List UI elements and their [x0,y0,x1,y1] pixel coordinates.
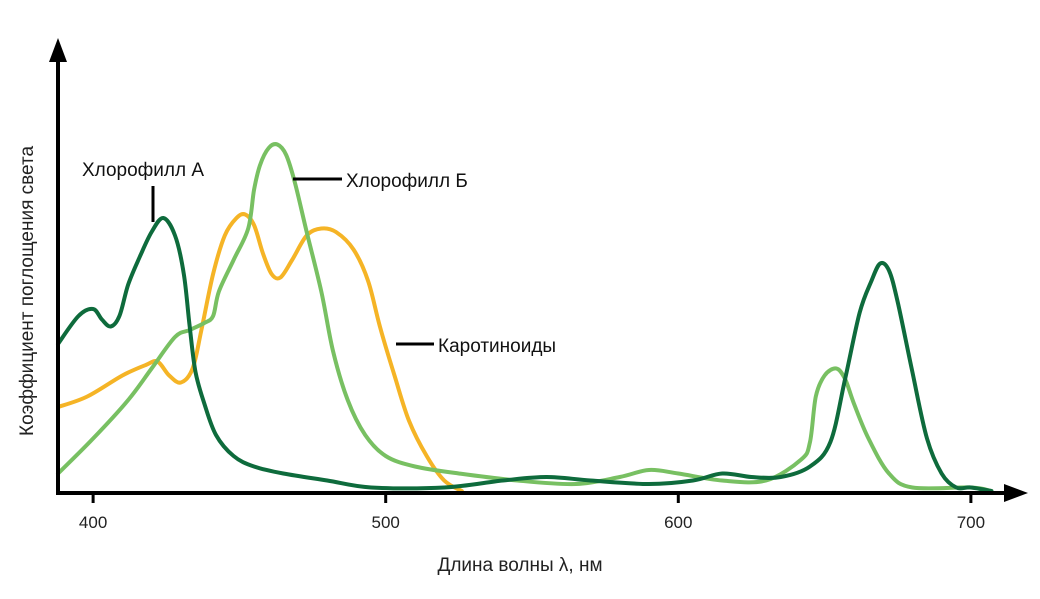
y-axis-label: Коэффициент поглощения света [17,146,38,436]
x-axis-label: Длина волны λ, нм [437,555,602,576]
series-label-chlorophyll-a: Хлорофилл А [82,160,204,181]
x-tick-label-700: 700 [957,513,985,532]
leader-layer [151,177,434,346]
series-line-chlorophyll-a [56,216,994,493]
series-line-carotenoids [56,212,464,493]
series-layer [56,142,994,493]
series-line-chlorophyll-b [56,142,994,493]
y-axis-arrow-icon [49,38,67,62]
tick-layer: 400 500 600 700 [79,493,985,532]
x-tick-label-500: 500 [372,513,400,532]
series-label-chlorophyll-b: Хлорофилл Б [346,171,468,192]
series-label-carotenoids: Каротиноиды [438,336,556,357]
x-tick-label-400: 400 [79,513,107,532]
x-tick-label-600: 600 [664,513,692,532]
x-axis-arrow-icon [1004,484,1028,502]
